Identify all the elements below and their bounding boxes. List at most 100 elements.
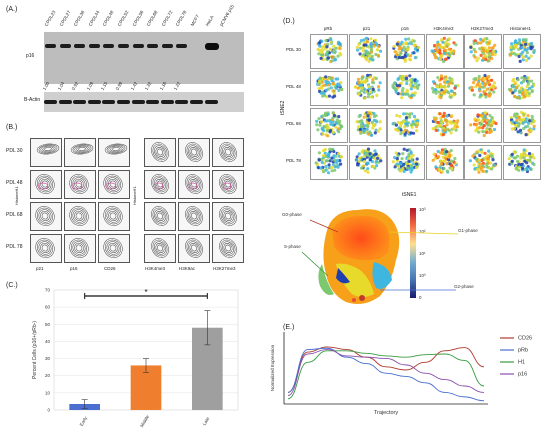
flow-row-label: PDL 48 xyxy=(6,180,23,186)
tsne-plot xyxy=(464,71,502,106)
e-xlabel: Trajectory xyxy=(374,410,398,416)
lane-label: CPDL38 xyxy=(72,9,86,27)
actin-band xyxy=(44,100,57,104)
bar xyxy=(130,365,162,410)
tsne-plot xyxy=(348,71,387,106)
p16-blot xyxy=(44,32,244,84)
actin-band xyxy=(146,100,160,104)
y-tick-label: 50 xyxy=(45,322,51,327)
actin-band xyxy=(102,100,116,104)
tsne-plot xyxy=(387,34,425,69)
p16-row-label: p16 xyxy=(26,53,35,59)
lane-label: CPDL78 xyxy=(175,9,188,27)
tsne-col-label: H3K27me3 xyxy=(470,26,494,31)
lane-label: CPDL68 xyxy=(145,9,159,27)
actin-band xyxy=(73,100,87,104)
series-line xyxy=(287,347,485,402)
phase-s: S-phase xyxy=(284,244,301,249)
panel-d-label: (D.) xyxy=(283,18,295,25)
tsne-col-label: HistoneH1 xyxy=(509,26,531,31)
flow-plot xyxy=(212,202,244,231)
tsne-col-label: pRb xyxy=(323,26,333,31)
flow-plot xyxy=(212,138,244,167)
flow-col-label: H3K9ac xyxy=(179,266,196,271)
p16-band xyxy=(118,44,129,48)
legend-entry: p16 xyxy=(518,372,527,378)
flow-plot xyxy=(178,138,210,167)
bar-chart: 0 10 20 30 40 50 60 70 Percent Cells (p16+/pRb-)… xyxy=(32,288,239,428)
flow-plot xyxy=(144,170,176,199)
flow-row-label: PDL 30 xyxy=(6,148,23,154)
trajectory-chart: Normalized Expression Trajectory CD26 pRb H1… xyxy=(270,332,532,416)
tsne-row-label: PDL 30 xyxy=(286,47,301,52)
p16-band xyxy=(59,44,71,48)
flow-col-label: H3K4me3 xyxy=(145,266,166,271)
flow-plot xyxy=(144,138,176,167)
p16-band xyxy=(74,44,86,48)
actin-band xyxy=(160,100,174,104)
tsne-plot xyxy=(502,34,541,69)
tsne-plot xyxy=(425,34,464,69)
phase-g1: G1-phase xyxy=(458,228,478,233)
tsne-plot xyxy=(310,145,348,180)
tsne-plot xyxy=(348,34,387,69)
flow-plot xyxy=(144,202,176,231)
tsne-plot xyxy=(387,108,425,143)
tsne-plot xyxy=(502,108,541,143)
tsne-cloud xyxy=(318,209,400,304)
tsne-plot xyxy=(502,145,541,180)
legend-entry: CD26 xyxy=(518,336,532,342)
p16-band xyxy=(161,44,173,48)
y-tick-label: 30 xyxy=(45,356,51,361)
tsne-plot xyxy=(348,145,387,180)
tsne-plot xyxy=(425,71,464,106)
tsne-plot xyxy=(310,34,348,69)
flow-col-label: H3K27me3 xyxy=(213,266,236,271)
tsne-col-label: p16 xyxy=(401,26,409,31)
flow-plot xyxy=(98,170,130,199)
phase-g2: G2-phase xyxy=(454,284,474,289)
flow-plot xyxy=(144,234,176,263)
panel-b-label: (B.) xyxy=(6,124,18,131)
y-tick-label: 0 xyxy=(47,408,50,413)
p16-band xyxy=(45,44,56,48)
colorbar-tick: 0 xyxy=(419,295,422,300)
tsne-col-label: p21 xyxy=(362,26,371,31)
flow-plot xyxy=(64,234,96,263)
actin-band xyxy=(190,100,203,104)
lane-label: MCF7 xyxy=(189,13,201,27)
tsne-col-label: H3K4me3 xyxy=(433,26,454,31)
panel-c-label: (C.) xyxy=(6,282,18,289)
flow-col-label: p21 xyxy=(36,266,44,271)
tsne-plot xyxy=(310,71,348,106)
flow-plot xyxy=(30,138,62,167)
lane-label: CPDL44 xyxy=(87,9,101,27)
quant-value: 1.00 xyxy=(41,80,51,91)
flow-plot xyxy=(30,234,62,263)
flow-plot xyxy=(178,170,210,199)
flow-col-label: p16 xyxy=(70,266,78,271)
tsne-plot xyxy=(464,34,502,69)
flow-plot xyxy=(98,202,130,231)
tsne-plot xyxy=(425,145,464,180)
colorbar-tick: 10³ xyxy=(419,207,426,212)
actin-band xyxy=(117,100,130,104)
lane-label: CPDL72 xyxy=(160,9,174,27)
flow-plot xyxy=(64,202,96,231)
p16-band-hela xyxy=(204,43,219,50)
y-tick-label: 10 xyxy=(45,390,51,395)
flow-row-label: PDL 78 xyxy=(6,244,23,250)
flow-yaxis-right: HistoneH1 xyxy=(132,186,137,205)
lane-label: HeLA xyxy=(204,14,215,27)
tsne-plot xyxy=(502,71,541,106)
p16-band xyxy=(103,44,115,48)
actin-band xyxy=(58,100,72,104)
flow-yaxis-left: HistoneH1 xyxy=(14,186,19,205)
series-line xyxy=(287,346,485,393)
colorbar-tick: 10² xyxy=(419,229,426,234)
y-axis-label: Percent Cells (p16+/pRb-) xyxy=(32,321,38,379)
flow-plot xyxy=(178,202,210,231)
flow-plot xyxy=(212,170,244,199)
tsne-ylabel: tSNE2 xyxy=(280,100,286,115)
